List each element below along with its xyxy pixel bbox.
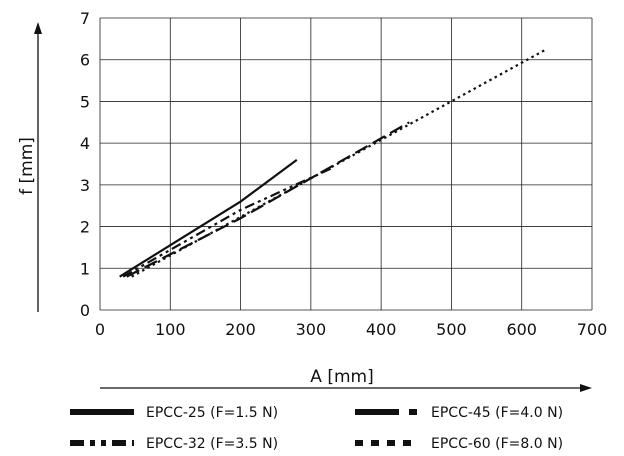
y-tick-label: 7 (80, 9, 90, 28)
x-tick-label: 600 (506, 320, 537, 339)
x-tick-label: 500 (436, 320, 467, 339)
x-tick-label: 300 (296, 320, 327, 339)
y-tick-label: 6 (80, 51, 90, 70)
x-tick-label: 100 (155, 320, 186, 339)
x-axis-arrow (100, 384, 592, 392)
y-axis-title: f [mm] (17, 137, 37, 195)
y-tick-label: 5 (80, 92, 90, 111)
legend-label: EPCC-32 (F=3.5 N) (146, 436, 278, 452)
y-tick-label: 4 (80, 134, 90, 153)
legend-label: EPCC-60 (F=8.0 N) (431, 436, 563, 452)
x-tick-label: 700 (577, 320, 608, 339)
legend-label: EPCC-25 (F=1.5 N) (146, 405, 278, 421)
y-tick-label: 0 (80, 301, 90, 320)
series-line (122, 167, 333, 278)
y-tick-label: 2 (80, 218, 90, 237)
y-tick-label: 1 (80, 259, 90, 278)
x-tick-label: 200 (225, 320, 256, 339)
tick-labels: 0 100 200 300 400 500 600 700 0 1 2 3 4 5 6 7 (80, 9, 607, 339)
series-lines (119, 48, 547, 278)
x-tick-label: 400 (366, 320, 397, 339)
x-tick-label: 0 (95, 320, 105, 339)
legend-label: EPCC-45 (F=4.0 N) (431, 405, 563, 421)
x-axis-title: A [mm] (310, 367, 373, 387)
series-line (131, 48, 547, 278)
legend: EPCC-25 (F=1.5 N) EPCC-32 (F=3.5 N) EPCC-4… (70, 405, 563, 452)
series-line (126, 121, 410, 278)
grid (99, 17, 593, 311)
y-axis-arrow (34, 22, 42, 312)
series-line (119, 158, 298, 278)
y-tick-label: 3 (80, 176, 90, 195)
